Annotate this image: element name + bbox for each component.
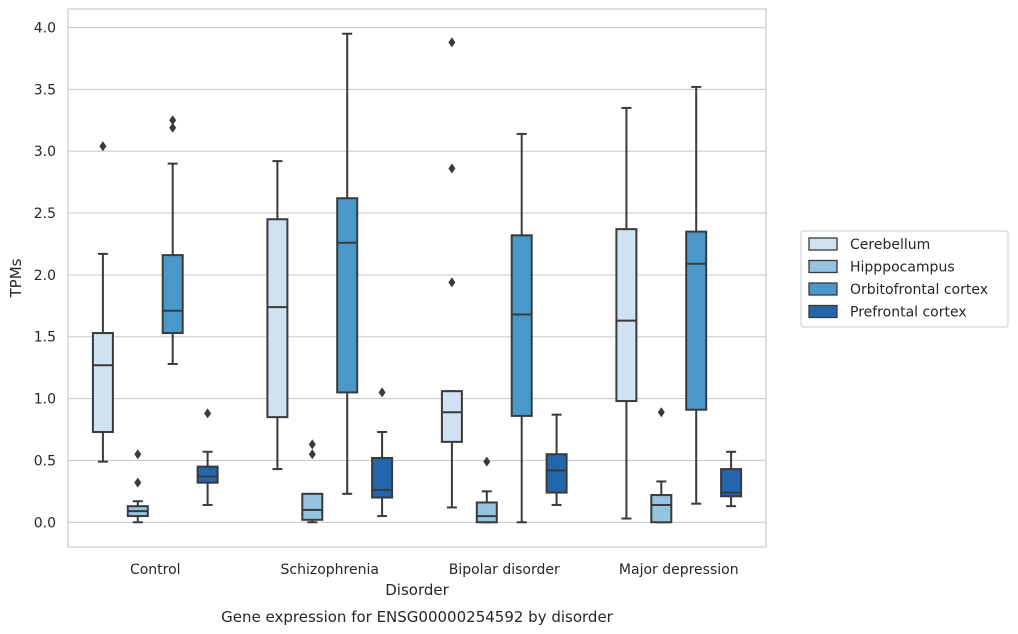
box-body — [650, 494, 673, 524]
box-prefrontal-cortex — [196, 408, 219, 506]
box-body — [336, 197, 359, 394]
outlier-point — [483, 456, 491, 467]
outlier-point — [308, 439, 316, 450]
box-hipppocampus — [475, 456, 498, 524]
box-body — [301, 492, 324, 521]
outlier-point — [448, 163, 456, 174]
legend-label: Cerebellum — [850, 237, 930, 253]
box-hipppocampus — [301, 439, 324, 524]
box-body — [371, 456, 394, 499]
outlier-point — [448, 37, 456, 48]
outlier-point — [169, 115, 177, 126]
y-tick-label: 2.0 — [34, 268, 56, 284]
box-plots — [91, 32, 743, 524]
box-body — [196, 465, 219, 484]
y-tick-label: 1.0 — [34, 392, 56, 408]
y-tick-label: 4.0 — [34, 21, 56, 37]
x-axis-label: Disorder — [385, 581, 449, 599]
box-prefrontal-cortex — [720, 450, 743, 508]
y-tick-label: 2.5 — [34, 206, 56, 222]
x-tick-label: Bipolar disorder — [449, 562, 560, 578]
box-orbitofrontal-cortex — [685, 85, 708, 505]
grid-lines — [68, 27, 766, 523]
outlier-point — [134, 449, 142, 460]
y-tick-label: 0.0 — [34, 515, 56, 531]
outlier-point — [134, 477, 142, 488]
x-tick-label: Control — [130, 562, 181, 578]
y-axis-label: TPMs — [7, 258, 25, 298]
box-orbitofrontal-cortex — [510, 132, 533, 524]
box-cerebellum — [615, 106, 638, 520]
legend-label: Hipppocampus — [850, 260, 955, 276]
y-tick-label: 1.5 — [34, 330, 56, 346]
box-cerebellum — [266, 160, 289, 471]
legend-swatch — [808, 259, 838, 274]
box-body — [510, 234, 533, 417]
outlier-point — [204, 408, 212, 419]
x-tick-label: Schizophrenia — [281, 562, 379, 578]
box-hipppocampus — [650, 407, 673, 524]
box-prefrontal-cortex — [371, 387, 394, 518]
legend-swatch — [808, 237, 838, 251]
legend-label: Orbitofrontal cortex — [850, 282, 988, 298]
box-body — [545, 453, 568, 494]
box-body — [266, 218, 289, 419]
box-prefrontal-cortex — [545, 413, 568, 506]
chart-caption: Gene expression for ENSG00000254592 by d… — [221, 608, 614, 626]
legend: Cerebellum Hipppocampus Orbitofrontal cort… — [800, 230, 1009, 328]
box-cerebellum — [440, 37, 463, 509]
outlier-point — [99, 141, 107, 152]
y-tick-label: 0.5 — [34, 453, 56, 469]
box-orbitofrontal-cortex — [336, 32, 359, 495]
legend-swatch — [808, 282, 838, 296]
outlier-point — [448, 277, 456, 288]
box-body — [720, 468, 743, 498]
box-body — [161, 254, 184, 335]
legend-swatch — [808, 304, 838, 319]
outlier-point — [169, 122, 177, 133]
outlier-point — [308, 449, 316, 460]
y-tick-label: 3.5 — [34, 82, 56, 98]
box-body — [91, 332, 114, 433]
outlier-point — [657, 407, 665, 418]
box-body — [475, 501, 498, 524]
legend-label: Prefrontal cortex — [850, 305, 967, 321]
box-cerebellum — [91, 141, 114, 463]
x-tick-labels: Control Schizophrenia Bipolar disorder Majo… — [130, 562, 739, 578]
x-tick-label: Major depression — [619, 562, 739, 578]
box-body — [685, 230, 708, 411]
y-tick-labels: 0.0 0.5 1.0 1.5 2.0 2.5 3.0 3.5 4.0 — [34, 21, 56, 532]
box-body — [440, 390, 463, 443]
legend-frame — [800, 230, 1009, 328]
y-tick-label: 3.0 — [34, 144, 56, 160]
plot-frame — [67, 8, 767, 548]
box-hipppocampus — [126, 449, 149, 524]
box-body — [615, 228, 638, 403]
box-orbitofrontal-cortex — [161, 115, 184, 365]
outlier-point — [378, 387, 386, 398]
